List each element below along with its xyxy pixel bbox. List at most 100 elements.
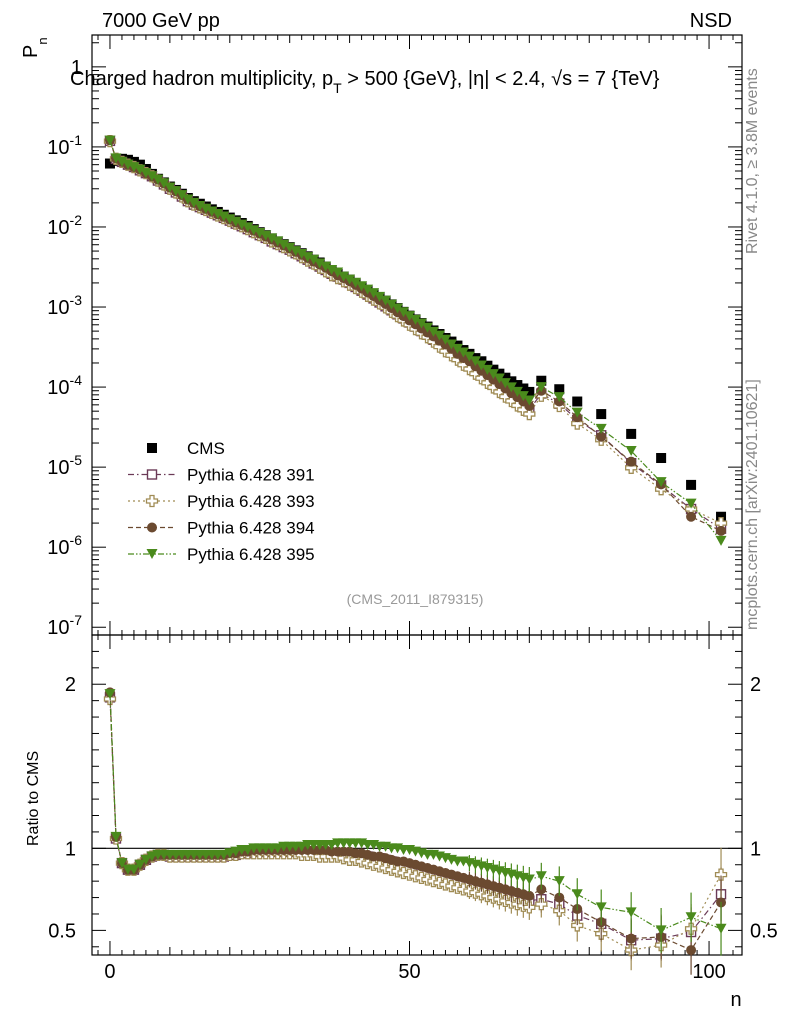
data-point-4-26	[260, 230, 272, 241]
data-point-4-30	[284, 242, 296, 253]
data-point-4-31	[290, 246, 302, 257]
data-point-4-27	[266, 233, 278, 244]
data-point-4-2	[116, 156, 128, 167]
ratio-point-3-32	[296, 841, 308, 852]
data-point-4-25	[254, 228, 266, 239]
data-point-4-102	[715, 535, 727, 546]
data-point-4-50	[404, 311, 416, 322]
data-point-4-60	[463, 351, 475, 362]
y-tick-label-exponent: -4	[70, 372, 83, 388]
y-tick-label-exponent: -6	[70, 532, 83, 548]
ratio-point-3-0	[104, 689, 116, 700]
data-point-4-66	[499, 378, 511, 389]
data-point-4-36	[320, 261, 332, 272]
data-point-4-75	[553, 392, 565, 403]
ratio-point-3-92	[655, 925, 667, 936]
data-point-4-17	[206, 206, 218, 217]
data-point-0-69	[518, 383, 529, 394]
ratio-point-3-6	[140, 854, 152, 865]
rivet-version-label: Rivet 4.1.0, ≥ 3.8M events	[744, 68, 761, 254]
energy-label: 7000 GeV pp	[102, 10, 220, 32]
ratio-point-3-19	[218, 849, 230, 860]
data-point-4-28	[272, 236, 284, 247]
data-point-4-47	[386, 299, 398, 310]
ratio-y-tick-label-right: 1	[750, 838, 761, 860]
data-point-4-33	[302, 252, 314, 263]
y-tick-label-base: 10	[47, 537, 69, 559]
ratio-y-tick-label: 0.5	[48, 920, 76, 942]
data-point-4-15	[194, 200, 206, 211]
legend-marker	[145, 494, 159, 508]
data-point-4-39	[338, 271, 350, 282]
data-point-4-55	[433, 330, 445, 341]
y-tick-label: 10-1	[47, 132, 82, 159]
data-point-4-40	[344, 274, 356, 285]
data-point-4-38	[332, 267, 344, 278]
data-point-4-32	[296, 248, 308, 259]
data-point-4-35	[314, 258, 326, 269]
data-point-4-59	[457, 347, 469, 358]
data-point-4-49	[398, 307, 410, 318]
x-tick-label: 0	[104, 961, 115, 983]
ratio-point-3-2	[116, 858, 128, 869]
data-point-4-11	[170, 186, 182, 197]
ratio-y-tick-label-right: 2	[750, 674, 761, 696]
legend-marker	[146, 549, 158, 559]
data-point-0-72	[536, 375, 547, 386]
legend-label: Pythia 6.428 395	[187, 545, 315, 564]
ratio-point-3-102	[715, 923, 727, 934]
ratio-point-2-70	[524, 890, 535, 901]
y-tick-label-exponent: -1	[70, 132, 83, 148]
data-point-3-70	[524, 401, 535, 412]
y-tick-label-base: 10	[47, 457, 69, 479]
x-tick-label: 100	[692, 961, 725, 983]
data-point-0-102	[716, 511, 727, 522]
data-point-4-23	[242, 222, 254, 233]
legend: CMS Pythia 6.428 391 Pythia 6.428 393 Pythi…	[128, 439, 315, 564]
data-point-4-44	[368, 288, 380, 299]
data-point-4-97	[685, 498, 697, 509]
data-point-4-54	[427, 326, 439, 337]
ratio-point-2-97	[686, 945, 697, 956]
y-tick-label-base: 10	[47, 217, 69, 239]
data-point-4-87	[625, 446, 637, 457]
data-point-4-62	[475, 360, 487, 371]
data-point-4-13	[182, 194, 194, 205]
ratio-point-3-20	[224, 848, 236, 859]
data-point-2-70	[523, 407, 536, 421]
plot-title-part-a: Charged hadron multiplicity, p	[70, 68, 333, 90]
data-point-4-19	[218, 211, 230, 222]
ratio-line-0	[109, 697, 722, 941]
ratio-point-1-78	[571, 919, 584, 932]
ratio-point-2-75	[554, 892, 565, 903]
ratio-point-3-4	[128, 864, 140, 875]
y-tick-label: 10-2	[47, 212, 82, 239]
data-point-4-52	[415, 318, 427, 329]
mcplots-label: mcplots.cern.ch [arXiv:2401.10621]	[744, 379, 761, 630]
data-point-4-7	[146, 171, 158, 182]
data-point-4-72	[535, 382, 547, 393]
ratio-point-3-1	[110, 831, 122, 842]
data-point-0-78	[572, 396, 583, 407]
plot-title-sub: T	[333, 80, 342, 96]
y-tick-label-base: 10	[47, 617, 69, 639]
ratio-y-tick-label: 2	[65, 674, 76, 696]
data-point-4-20	[224, 214, 236, 225]
data-point-4-21	[230, 216, 242, 227]
ratio-point-3-82	[595, 902, 607, 913]
main-series-layer	[103, 135, 728, 546]
data-point-4-46	[380, 295, 392, 306]
data-point-4-68	[511, 386, 523, 397]
data-point-4-6	[140, 168, 152, 179]
data-point-4-92	[655, 477, 667, 488]
data-point-4-16	[200, 203, 212, 214]
data-point-4-43	[362, 284, 374, 295]
y-tick-label-exponent: -3	[70, 292, 83, 308]
data-point-4-64	[487, 369, 499, 380]
ratio-y-tick-label: 1	[65, 838, 76, 860]
ratio-point-1-102	[714, 868, 728, 881]
y-axis-title-main: P	[20, 45, 42, 58]
data-point-0-97	[686, 479, 697, 490]
